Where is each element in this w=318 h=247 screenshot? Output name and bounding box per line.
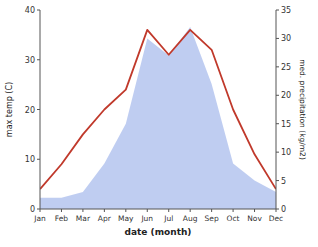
background xyxy=(0,0,318,247)
x-tick xyxy=(147,209,148,212)
y2-tick-label: 15 xyxy=(281,120,291,129)
x-tick xyxy=(125,209,126,212)
y2-tick-label: 30 xyxy=(281,34,291,43)
y-tick xyxy=(37,59,40,60)
precipitation-area xyxy=(40,27,276,209)
temperature-line xyxy=(40,30,276,189)
y2-axis-line xyxy=(276,10,277,209)
y-tick-label: 30 xyxy=(25,56,35,65)
y-tick xyxy=(37,109,40,110)
y-tick xyxy=(37,10,40,11)
y-tick-label: 20 xyxy=(25,106,35,115)
y-tick-label: 0 xyxy=(30,205,35,214)
x-tick-label: Nov xyxy=(247,214,262,223)
chart-svg: JanFebMarAprMayJunJulAugSepOctNovDec0102… xyxy=(0,0,318,247)
x-tick xyxy=(233,209,234,212)
x-tick-label: Jan xyxy=(33,214,46,223)
y2-tick-label: 35 xyxy=(281,6,291,15)
y-axis-label: max temp (C) xyxy=(5,82,14,137)
x-tick xyxy=(211,209,212,212)
y2-tick xyxy=(276,38,279,39)
y2-tick xyxy=(276,152,279,153)
y2-tick-label: 20 xyxy=(281,91,291,100)
x-tick-label: Jul xyxy=(163,214,173,223)
y2-tick xyxy=(276,10,279,11)
y2-tick-label: 5 xyxy=(281,177,286,186)
y2-tick xyxy=(276,209,279,210)
x-tick-label: Mar xyxy=(76,214,91,223)
y2-tick xyxy=(276,66,279,67)
y-tick-label: 10 xyxy=(25,155,35,164)
y2-tick xyxy=(276,123,279,124)
x-axis-line xyxy=(40,209,276,210)
x-tick-label: Jun xyxy=(140,214,153,223)
x-tick xyxy=(61,209,62,212)
y2-axis-label: med. precipitation (kg/m2) xyxy=(298,59,307,160)
y2-tick xyxy=(276,95,279,96)
x-tick-label: Feb xyxy=(55,214,69,223)
x-tick-label: Dec xyxy=(269,214,284,223)
x-tick xyxy=(104,209,105,212)
y2-tick-label: 0 xyxy=(281,205,286,214)
y2-tick-label: 25 xyxy=(281,63,291,72)
x-axis-label: date (month) xyxy=(125,227,192,237)
y2-tick xyxy=(276,180,279,181)
y-tick-label: 40 xyxy=(25,6,35,15)
x-tick xyxy=(82,209,83,212)
x-tick xyxy=(190,209,191,212)
y-tick xyxy=(37,159,40,160)
x-tick-label: May xyxy=(118,214,134,223)
chart-container: JanFebMarAprMayJunJulAugSepOctNovDec0102… xyxy=(0,0,318,247)
x-tick-label: Aug xyxy=(183,214,198,223)
axes: JanFebMarAprMayJunJulAugSepOctNovDec0102… xyxy=(25,6,291,223)
y-tick xyxy=(37,209,40,210)
x-tick xyxy=(168,209,169,212)
x-tick-label: Apr xyxy=(98,214,112,223)
x-tick xyxy=(254,209,255,212)
plot-area xyxy=(40,27,276,209)
x-tick-label: Oct xyxy=(227,214,240,223)
x-tick-label: Sep xyxy=(205,214,219,223)
y2-tick-label: 10 xyxy=(281,148,291,157)
